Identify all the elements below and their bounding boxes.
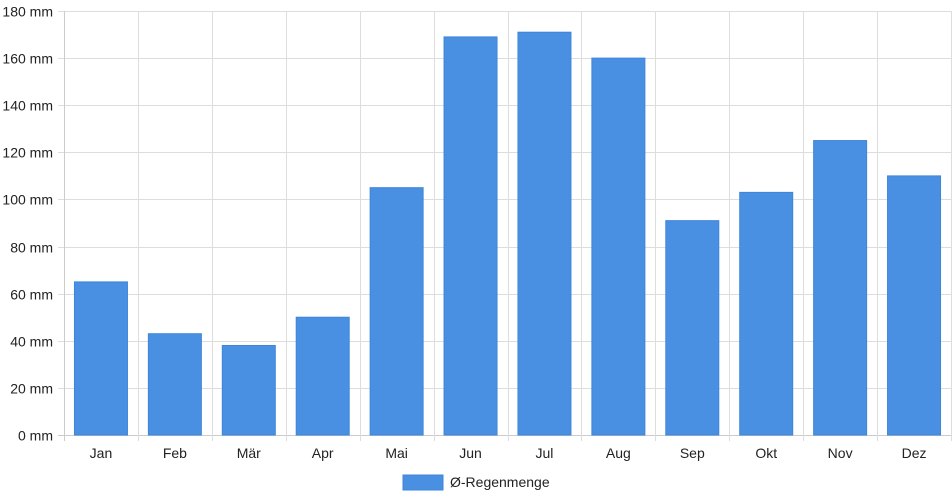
- bar-apr[interactable]: [295, 316, 350, 436]
- x-tick-label: Jan: [90, 445, 113, 461]
- bar-aug[interactable]: [591, 57, 646, 436]
- x-tick-label: Apr: [312, 445, 334, 461]
- bar-okt[interactable]: [739, 191, 794, 436]
- x-tick-label: Mai: [385, 445, 408, 461]
- x-tick-label: Sep: [680, 445, 705, 461]
- legend-label[interactable]: Ø-Regenmenge: [450, 474, 550, 490]
- y-tick-label: 160 mm: [2, 51, 53, 67]
- x-tick-label: Feb: [163, 445, 187, 461]
- x-tick-label: Mär: [237, 445, 261, 461]
- x-tick-label: Jul: [536, 445, 554, 461]
- bar-dez[interactable]: [887, 175, 942, 436]
- y-axis-labels: 0 mm 20 mm 40 mm 60 mm 80 mm 100 mm 120 mm 140 …: [2, 4, 53, 444]
- y-tick-label: 120 mm: [2, 145, 53, 161]
- y-tick-label: 60 mm: [10, 287, 53, 303]
- y-tick-label: 140 mm: [2, 98, 53, 114]
- legend-swatch[interactable]: [402, 474, 444, 491]
- y-tick-label: 0 mm: [18, 428, 53, 444]
- x-tick-label: Nov: [828, 445, 853, 461]
- bar-feb[interactable]: [147, 333, 202, 436]
- y-tick-label: 20 mm: [10, 381, 53, 397]
- y-tick-label: 80 mm: [10, 240, 53, 256]
- legend[interactable]: Ø-Regenmenge: [402, 474, 550, 491]
- y-tick-label: 180 mm: [2, 4, 53, 20]
- x-tick-label: Jun: [459, 445, 482, 461]
- bars: [73, 31, 942, 436]
- x-tick-label: Dez: [902, 445, 927, 461]
- bar-mär[interactable]: [221, 344, 276, 436]
- bar-jun[interactable]: [443, 36, 498, 436]
- bar-nov[interactable]: [813, 140, 868, 436]
- bar-mai[interactable]: [369, 187, 424, 436]
- y-tick-label: 100 mm: [2, 192, 53, 208]
- bar-jul[interactable]: [517, 31, 572, 436]
- x-tick-label: Okt: [755, 445, 777, 461]
- x-tick-label: Aug: [606, 445, 631, 461]
- y-tick-label: 40 mm: [10, 334, 53, 350]
- x-axis-labels: Jan Feb Mär Apr Mai Jun Jul Aug Sep Okt Nov Dez: [90, 445, 927, 461]
- bar-sep[interactable]: [665, 220, 720, 436]
- bar-jan[interactable]: [73, 281, 128, 436]
